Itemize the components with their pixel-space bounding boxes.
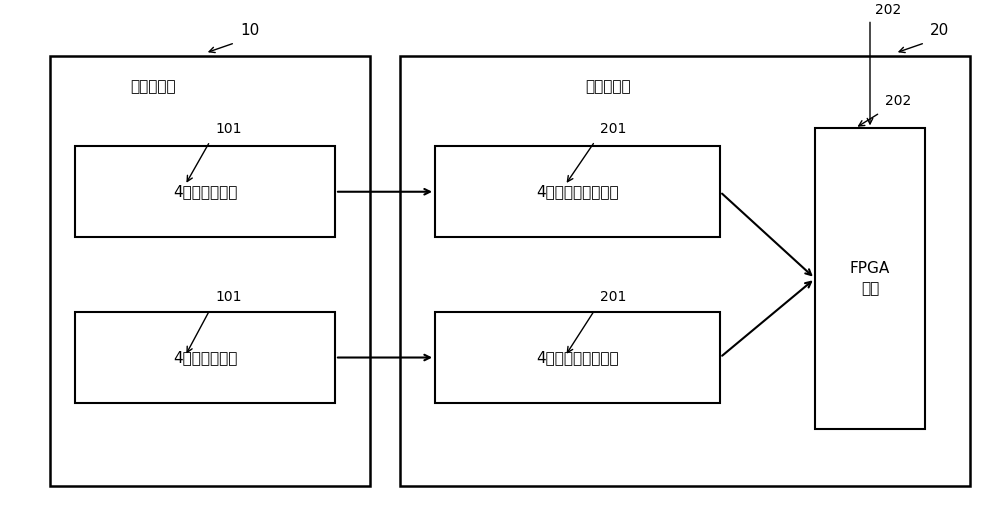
- Text: 201: 201: [600, 290, 626, 304]
- Text: 4通道射频芯片: 4通道射频芯片: [173, 184, 237, 199]
- FancyBboxPatch shape: [435, 312, 720, 403]
- Text: 202: 202: [885, 93, 911, 108]
- Text: 202: 202: [875, 3, 901, 17]
- Text: 基带子模块: 基带子模块: [585, 79, 631, 94]
- FancyBboxPatch shape: [435, 146, 720, 237]
- FancyBboxPatch shape: [400, 56, 970, 486]
- FancyBboxPatch shape: [75, 146, 335, 237]
- Text: 101: 101: [215, 290, 242, 304]
- FancyBboxPatch shape: [815, 128, 925, 429]
- Text: 101: 101: [215, 122, 242, 136]
- Text: 10: 10: [240, 22, 259, 38]
- Text: 201: 201: [600, 122, 626, 136]
- Text: FPGA
芯片: FPGA 芯片: [850, 260, 890, 296]
- FancyBboxPatch shape: [75, 312, 335, 403]
- Text: 射频子模块: 射频子模块: [130, 79, 176, 94]
- FancyBboxPatch shape: [50, 56, 370, 486]
- Text: 4通道模数转换芯片: 4通道模数转换芯片: [536, 350, 619, 365]
- Text: 4通道射频芯片: 4通道射频芯片: [173, 350, 237, 365]
- Text: 4通道模数转换芯片: 4通道模数转换芯片: [536, 184, 619, 199]
- Text: 20: 20: [930, 22, 949, 38]
